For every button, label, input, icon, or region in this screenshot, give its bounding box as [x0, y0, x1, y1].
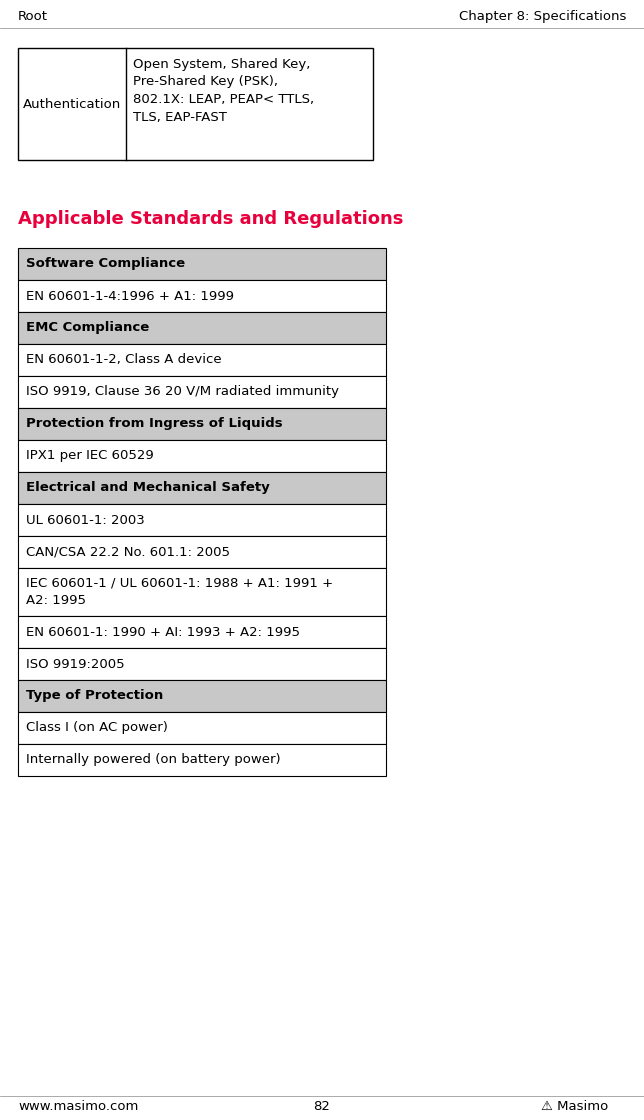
Bar: [18, 344, 386, 376]
Bar: [18, 616, 386, 648]
Bar: [18, 472, 386, 504]
Text: ISO 9919, Clause 36 20 V/M radiated immunity: ISO 9919, Clause 36 20 V/M radiated immu…: [26, 385, 339, 399]
Text: EMC Compliance: EMC Compliance: [26, 321, 149, 335]
Text: Chapter 8: Specifications: Chapter 8: Specifications: [459, 10, 626, 24]
Bar: [18, 376, 386, 408]
Text: Type of Protection: Type of Protection: [26, 690, 163, 702]
Bar: [18, 504, 386, 536]
Text: EN 60601-1-4:1996 + A1: 1999: EN 60601-1-4:1996 + A1: 1999: [26, 289, 234, 302]
Text: EN 60601-1-2, Class A device: EN 60601-1-2, Class A device: [26, 354, 222, 366]
Bar: [18, 744, 386, 776]
Text: ⚠ Masimo: ⚠ Masimo: [541, 1100, 608, 1113]
Text: ISO 9919:2005: ISO 9919:2005: [26, 657, 125, 671]
Text: Software Compliance: Software Compliance: [26, 258, 185, 271]
Bar: [18, 280, 386, 312]
Text: CAN/CSA 22.2 No. 601.1: 2005: CAN/CSA 22.2 No. 601.1: 2005: [26, 545, 230, 559]
Bar: [18, 248, 386, 280]
Text: Internally powered (on battery power): Internally powered (on battery power): [26, 754, 281, 766]
Text: Protection from Ingress of Liquids: Protection from Ingress of Liquids: [26, 418, 283, 430]
Bar: [18, 648, 386, 680]
Bar: [18, 712, 386, 744]
Text: UL 60601-1: 2003: UL 60601-1: 2003: [26, 513, 145, 526]
Bar: [18, 48, 373, 160]
Text: Open System, Shared Key,
Pre-Shared Key (PSK),
802.1X: LEAP, PEAP< TTLS,
TLS, EA: Open System, Shared Key, Pre-Shared Key …: [133, 58, 314, 123]
Text: Class I (on AC power): Class I (on AC power): [26, 721, 168, 735]
Text: Root: Root: [18, 10, 48, 24]
Bar: [18, 680, 386, 712]
Bar: [18, 312, 386, 344]
Text: IEC 60601-1 / UL 60601-1: 1988 + A1: 1991 +
A2: 1995: IEC 60601-1 / UL 60601-1: 1988 + A1: 199…: [26, 577, 333, 607]
Text: Applicable Standards and Regulations: Applicable Standards and Regulations: [18, 211, 403, 228]
Bar: [18, 536, 386, 568]
Text: www.masimo.com: www.masimo.com: [18, 1100, 138, 1113]
Text: IPX1 per IEC 60529: IPX1 per IEC 60529: [26, 449, 154, 463]
Bar: [18, 440, 386, 472]
Bar: [18, 568, 386, 616]
Bar: [18, 408, 386, 440]
Text: EN 60601-1: 1990 + AI: 1993 + A2: 1995: EN 60601-1: 1990 + AI: 1993 + A2: 1995: [26, 625, 300, 638]
Text: 82: 82: [314, 1100, 330, 1113]
Text: Electrical and Mechanical Safety: Electrical and Mechanical Safety: [26, 482, 270, 495]
Text: Authentication: Authentication: [23, 97, 121, 111]
